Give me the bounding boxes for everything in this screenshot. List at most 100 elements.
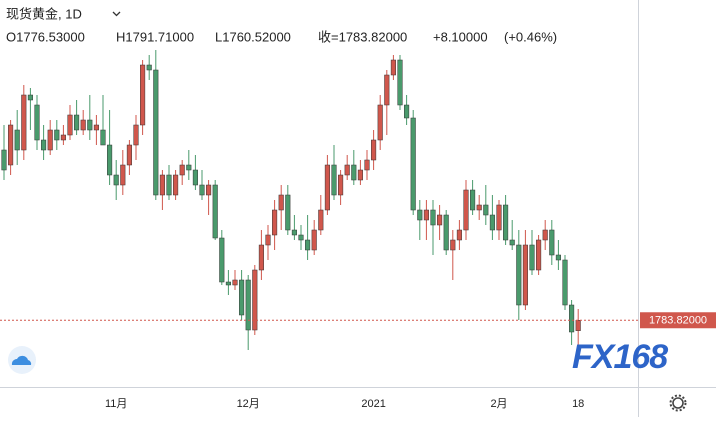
candle-body: [430, 209, 436, 226]
last-price-label: 1783.82000: [649, 315, 707, 327]
candle-body: [265, 234, 271, 246]
candle-body: [27, 94, 33, 101]
candle-body: [258, 244, 264, 271]
candle-body: [199, 184, 205, 196]
candle-body: [212, 184, 218, 239]
candle-body: [397, 59, 403, 106]
ohlc-low: L1760.52000: [215, 29, 291, 44]
candle-body: [291, 229, 297, 236]
candle-body: [113, 174, 119, 186]
candle-body: [410, 117, 416, 211]
candle-body: [503, 204, 509, 241]
candle-body: [443, 214, 449, 251]
candle-body: [192, 169, 198, 186]
candle-body: [351, 164, 357, 181]
candle-body: [54, 129, 60, 141]
x-tick-label: 11月: [105, 398, 127, 410]
candle-body: [357, 169, 363, 181]
candle-body: [47, 129, 53, 151]
candle-body: [384, 74, 390, 106]
candle-body: [41, 139, 47, 151]
candle-body: [344, 164, 350, 176]
change: +8.10000: [433, 29, 488, 44]
candle-body: [126, 144, 132, 166]
settings-icon[interactable]: [669, 394, 687, 412]
candle-body: [390, 59, 396, 76]
cloud-shape: [11, 355, 32, 365]
ohlc-close: 收=1783.82000: [318, 29, 407, 44]
candle-body: [120, 164, 126, 186]
gear-teeth: [669, 394, 687, 412]
candle-body: [107, 144, 113, 176]
ohlc-high: H1791.71000: [116, 29, 194, 44]
candle-body: [417, 209, 423, 221]
candle-body: [14, 129, 20, 151]
candle-body: [371, 139, 377, 161]
candle-body: [324, 164, 330, 211]
candle-body: [146, 64, 152, 71]
candle-body: [153, 69, 159, 196]
candle-body: [74, 114, 80, 131]
candle-body: [377, 104, 383, 141]
cloud-icon[interactable]: [8, 346, 36, 374]
plot-area: [1, 50, 581, 354]
candle-body: [450, 239, 456, 251]
candle-body: [225, 281, 231, 286]
candle-body: [239, 279, 245, 316]
candle-body: [173, 174, 179, 196]
candle-body: [456, 229, 462, 241]
candle-body: [21, 94, 27, 151]
candle-body: [311, 229, 317, 251]
candle-body: [338, 174, 344, 196]
candle-body: [470, 189, 476, 211]
x-tick-label: 2月: [490, 398, 507, 410]
candle-body: [364, 159, 370, 171]
candle-body: [272, 209, 278, 236]
candle-body: [252, 269, 258, 331]
candle-body: [496, 204, 502, 231]
x-tick-label: 12月: [237, 398, 260, 410]
candle-body: [140, 64, 146, 126]
last-price-tag: [640, 312, 716, 329]
candle-body: [34, 104, 40, 141]
candle-body: [476, 204, 482, 211]
x-tick-label: 2021: [361, 398, 385, 410]
candle-body: [278, 194, 284, 211]
candle-body: [219, 237, 225, 283]
chart-title[interactable]: 现货黄金, 1D: [6, 6, 82, 21]
candle-body: [542, 229, 548, 241]
candle-body: [100, 129, 106, 146]
candle-body: [87, 119, 93, 131]
candle-body: [437, 214, 443, 226]
candle-body: [562, 259, 568, 306]
candle-body: [285, 194, 291, 231]
candle-body: [529, 244, 535, 271]
candle-body: [489, 214, 495, 231]
candle-body: [186, 164, 192, 171]
candle-body: [133, 124, 139, 146]
candle-body: [536, 239, 542, 271]
gear-ring: [672, 397, 684, 409]
candle-body: [569, 304, 575, 333]
candle-body: [60, 134, 66, 141]
candle-body: [305, 239, 311, 251]
candle-body: [8, 124, 14, 166]
change-percent: (+0.46%): [504, 29, 557, 44]
dropdown-chevron[interactable]: [112, 11, 121, 17]
candle-body: [93, 124, 99, 131]
candle-body: [575, 320, 581, 331]
candle-body: [80, 119, 86, 131]
candle-body: [483, 204, 489, 216]
candle-body: [509, 239, 515, 246]
candle-body: [166, 174, 172, 196]
candle-body: [549, 229, 555, 256]
watermark-logo: FX168: [572, 338, 668, 376]
ohlc-open: O1776.53000: [6, 29, 85, 44]
x-tick-label: 18: [572, 398, 584, 410]
candle-body: [179, 164, 185, 176]
candle-body: [331, 164, 337, 196]
candle-body: [245, 279, 251, 331]
candle-body: [67, 114, 73, 136]
